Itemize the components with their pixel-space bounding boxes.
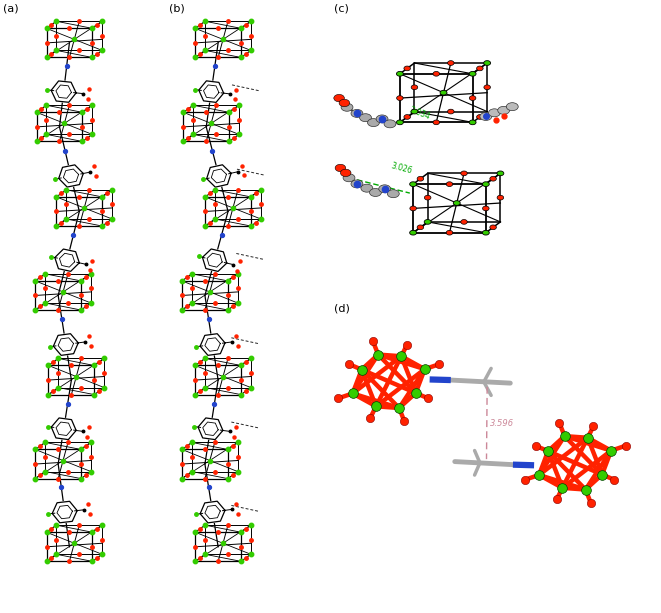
Ellipse shape [410, 206, 416, 211]
Ellipse shape [424, 196, 431, 200]
Ellipse shape [411, 109, 418, 114]
Text: (d): (d) [334, 303, 350, 313]
Ellipse shape [488, 109, 500, 116]
Text: 3.026: 3.026 [390, 161, 413, 175]
Ellipse shape [477, 66, 483, 70]
Ellipse shape [368, 118, 379, 126]
Ellipse shape [461, 219, 467, 224]
Ellipse shape [483, 182, 489, 186]
Ellipse shape [497, 196, 504, 200]
Text: 3.034: 3.034 [408, 105, 432, 121]
Ellipse shape [417, 225, 424, 230]
Ellipse shape [446, 230, 453, 235]
Ellipse shape [397, 120, 403, 124]
Ellipse shape [360, 113, 371, 121]
Text: 3.596: 3.596 [490, 419, 514, 428]
Ellipse shape [447, 109, 454, 114]
Ellipse shape [480, 112, 492, 120]
Ellipse shape [334, 94, 344, 102]
Ellipse shape [490, 225, 496, 230]
Ellipse shape [497, 171, 504, 176]
Ellipse shape [340, 169, 351, 177]
Ellipse shape [397, 96, 403, 101]
Ellipse shape [417, 177, 424, 181]
Ellipse shape [410, 182, 416, 186]
Ellipse shape [369, 188, 381, 196]
Ellipse shape [341, 103, 353, 112]
Ellipse shape [351, 109, 363, 118]
Ellipse shape [384, 120, 396, 128]
Text: (c): (c) [334, 3, 349, 13]
Ellipse shape [469, 96, 476, 101]
Ellipse shape [433, 120, 440, 124]
Ellipse shape [484, 61, 490, 66]
Ellipse shape [453, 200, 460, 205]
Ellipse shape [387, 189, 399, 197]
Ellipse shape [446, 182, 453, 186]
Ellipse shape [343, 173, 355, 182]
Text: (b): (b) [169, 3, 184, 13]
Ellipse shape [379, 185, 391, 193]
Ellipse shape [506, 102, 518, 111]
Ellipse shape [483, 206, 489, 211]
Ellipse shape [404, 115, 410, 120]
Ellipse shape [490, 177, 496, 181]
Ellipse shape [411, 85, 418, 89]
Ellipse shape [361, 184, 373, 192]
Ellipse shape [397, 72, 403, 76]
Ellipse shape [440, 90, 447, 95]
Text: (a): (a) [3, 3, 19, 13]
Ellipse shape [461, 171, 467, 176]
Ellipse shape [433, 72, 440, 76]
Ellipse shape [483, 230, 489, 235]
Ellipse shape [447, 61, 454, 66]
Ellipse shape [404, 66, 410, 70]
Ellipse shape [484, 85, 490, 89]
Ellipse shape [335, 164, 346, 172]
Ellipse shape [339, 99, 350, 107]
Ellipse shape [424, 219, 431, 224]
Ellipse shape [410, 230, 416, 235]
Ellipse shape [477, 115, 483, 120]
Ellipse shape [498, 107, 510, 115]
Ellipse shape [469, 72, 476, 76]
Ellipse shape [469, 120, 476, 124]
Ellipse shape [376, 115, 388, 123]
Ellipse shape [351, 180, 363, 188]
